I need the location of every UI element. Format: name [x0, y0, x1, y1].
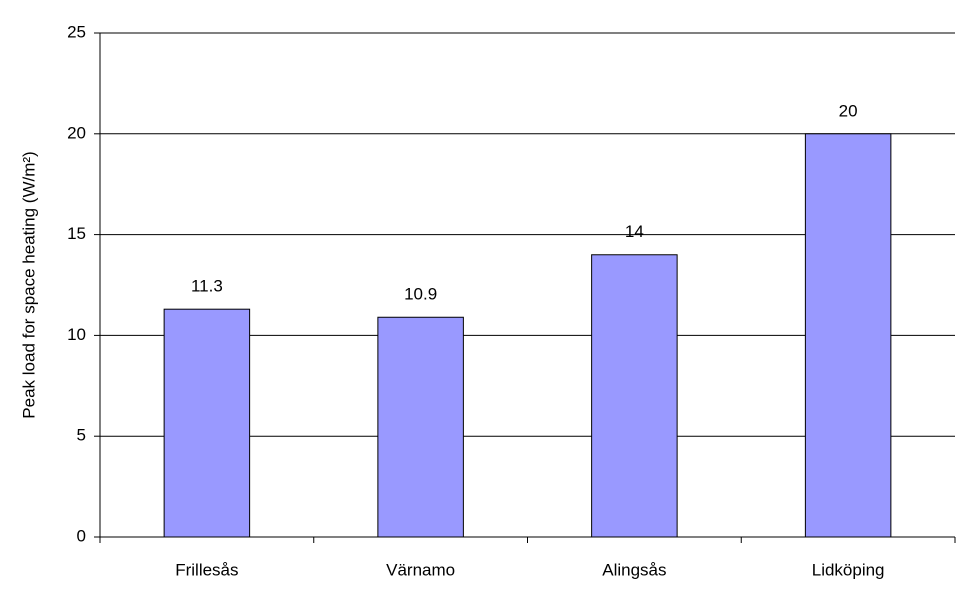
bar: [377, 316, 464, 538]
data-label: 14: [625, 222, 644, 241]
x-tick-label: Alingsås: [602, 560, 666, 579]
data-label: 10.9: [404, 285, 437, 304]
y-axis-label: Peak load for space heating (W/m²): [19, 151, 38, 418]
x-tick-label: Värnamo: [386, 560, 455, 579]
data-label: 11.3: [191, 277, 223, 296]
y-tick-label: 0: [77, 526, 86, 545]
bar: [591, 254, 678, 538]
y-tick-label: 5: [77, 426, 86, 445]
x-tick-label: Lidköping: [812, 560, 885, 579]
bar: [804, 133, 892, 538]
y-tick-label: 15: [67, 224, 86, 243]
data-label: 20: [839, 101, 858, 120]
y-tick-label: 10: [67, 325, 86, 344]
x-tick-label: Frillesås: [175, 560, 238, 579]
y-tick-label: 20: [67, 123, 86, 142]
y-tick-label: 25: [67, 22, 86, 41]
bar: [163, 308, 251, 538]
